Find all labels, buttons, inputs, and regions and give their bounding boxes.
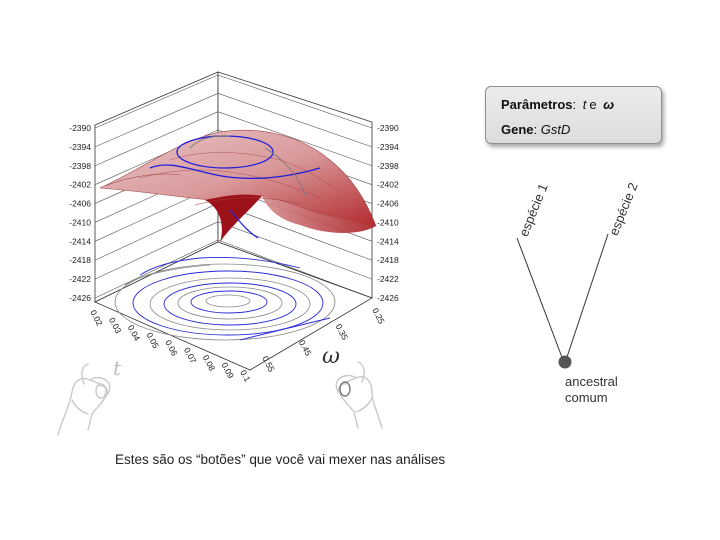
gene-value: GstD: [540, 122, 571, 137]
param-t: t: [582, 97, 587, 112]
ancestor-node: [558, 355, 572, 369]
likelihood-surface: [99, 129, 377, 242]
gridline-left: [94, 239, 219, 299]
z-tick-label-right: -2410: [377, 217, 399, 227]
ancestor-label-line2: comum: [565, 390, 608, 405]
t-tick-label: 0.06: [163, 338, 180, 358]
gridline-left: [94, 74, 219, 129]
z-tick-label-left: -2390: [69, 123, 91, 133]
z-tick-label-left: -2410: [69, 217, 91, 227]
z-tick-label-left: -2398: [69, 161, 91, 171]
z-ticks-left: -2390 -2394 -2398 -2402 -2406 -2410 -2414 -2418…: [69, 123, 91, 303]
t-tick-label: 0.07: [182, 346, 199, 366]
z-tick-label-right: -2406: [377, 199, 399, 209]
z-tick-label-right: -2414: [377, 236, 399, 246]
z-tick-label-left: -2418: [69, 255, 91, 265]
z-tick-label-right: -2426: [377, 293, 399, 303]
t-tick-label: 0.05: [144, 331, 161, 351]
parameters-label: Parâmetros: [501, 97, 573, 112]
z-tick-label-right: -2402: [377, 180, 399, 190]
omega-tick-label: 0.35: [334, 322, 351, 342]
z-tick-label-right: -2390: [377, 123, 399, 133]
gridline-right: [217, 93, 373, 148]
hand-knob-t-icon: [57, 363, 111, 436]
param-and: e: [589, 97, 597, 112]
z-tick-label-right: -2422: [377, 274, 399, 284]
t-tick-label: 0.09: [219, 361, 236, 381]
z-tick-label-left: -2394: [69, 142, 91, 152]
gridline-right: [217, 221, 373, 280]
z-ticks-right: -2390 -2394 -2398 -2402 -2406 -2410 -2414 -2418…: [377, 123, 399, 303]
gridline-right: [217, 74, 373, 129]
z-tick-label-left: -2422: [69, 274, 91, 284]
z-tick-label-left: -2402: [69, 180, 91, 190]
floor-contours: [114, 256, 336, 341]
t-tick-label: 0.03: [107, 316, 124, 336]
gridline-left: [94, 93, 219, 148]
branch-species-2: [565, 233, 609, 361]
z-tick-label-left: -2406: [69, 199, 91, 209]
gene-label: Gene: [501, 122, 534, 137]
gene-line: Gene: GstD: [501, 122, 571, 137]
z-tick-label-left: -2426: [69, 293, 91, 303]
t-tick-label: 0.02: [88, 308, 105, 328]
omega-tick-label: 0.45: [297, 338, 314, 358]
ancestor-label: ancestral comum: [565, 374, 618, 406]
ancestor-label-line1: ancestral: [565, 374, 618, 389]
param-omega: ω: [603, 97, 615, 112]
z-tick-label-left: -2414: [69, 236, 91, 246]
z-tick-label-right: -2398: [377, 161, 399, 171]
gridline-left: [94, 111, 219, 167]
knob-label-omega: ω: [322, 344, 340, 369]
omega-tick-label: 0.25: [370, 306, 387, 326]
omega-tick-label: 0.55: [260, 354, 277, 374]
floor: [94, 241, 373, 371]
t-tick-label: 0.1: [238, 368, 253, 383]
hand-knob-omega-icon: [335, 361, 383, 429]
knob-label-t: t: [113, 356, 122, 380]
gridline-right: [217, 111, 373, 167]
z-tick-label-right: -2418: [377, 255, 399, 265]
branch-species-1: [516, 237, 564, 361]
t-tick-label: 0.08: [201, 353, 218, 373]
gridline-left: [94, 221, 219, 280]
gridline-left: [94, 203, 219, 261]
phylogenetic-tree: [516, 233, 609, 369]
z-tick-label-right: -2394: [377, 142, 399, 152]
caption: Estes são os “botões” que você vai mexer…: [115, 452, 446, 467]
